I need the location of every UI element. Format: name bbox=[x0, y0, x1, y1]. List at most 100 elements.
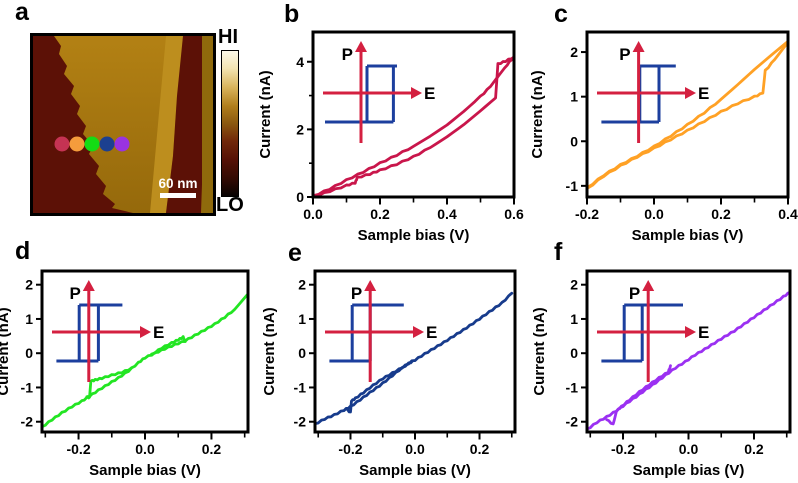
y-axis-title: Current (nA) bbox=[257, 70, 274, 158]
inset-p-arrowhead-icon bbox=[82, 280, 95, 291]
y-tick-label: 2 bbox=[570, 44, 578, 60]
x-tick-label: -0.2 bbox=[611, 441, 635, 457]
panel-label-d: d bbox=[15, 237, 31, 265]
dark-terrace-left bbox=[33, 36, 133, 213]
y-tick-label: -1 bbox=[566, 379, 579, 395]
y-tick-label: 0 bbox=[298, 345, 306, 361]
x-axis-title: Sample bias (V) bbox=[358, 227, 470, 244]
afm-svg: 60 nm bbox=[33, 36, 213, 213]
inset-e-arrowhead-icon bbox=[685, 87, 696, 99]
inset-e-arrowhead-icon bbox=[413, 326, 424, 338]
y-tick-label: 2 bbox=[570, 277, 578, 293]
chart-d: -0.2 0.0 0.2 -2 -1 0 1 2 Sample bias (V) Current … bbox=[0, 263, 260, 483]
probe-dot-red bbox=[54, 136, 70, 152]
y-tick-label: -2 bbox=[294, 414, 307, 430]
inset-p-label: P bbox=[629, 284, 640, 303]
pe-inset: PE bbox=[325, 280, 437, 382]
curve-forward_sweep bbox=[311, 55, 516, 198]
chart-svg-b: 0.0 0.2 0.4 0.6 0 2 4 Sample bias (V) Current (n… bbox=[257, 30, 524, 244]
inset-e-label: E bbox=[698, 84, 709, 103]
y-tick-label: -2 bbox=[21, 414, 34, 430]
curve-forward_sweep bbox=[585, 40, 790, 190]
colorbar-hi-label: HI bbox=[218, 26, 238, 48]
chart-e: -0.2 0.0 0.2 -2 -1 0 1 2 Sample bias (V) Current … bbox=[257, 263, 527, 483]
inset-p-arrowhead-icon bbox=[632, 41, 645, 52]
x-tick-label: 0.2 bbox=[744, 441, 764, 457]
y-tick-label: 2 bbox=[298, 277, 306, 293]
colorbar-gradient bbox=[222, 51, 238, 196]
plot-frame bbox=[585, 269, 792, 434]
scalebar-label: 60 nm bbox=[158, 176, 197, 191]
x-tick-label: 0.4 bbox=[778, 206, 798, 222]
y-tick-label: 1 bbox=[25, 311, 33, 327]
x-tick-label: 0.6 bbox=[504, 206, 524, 222]
curve-reverse_sweep bbox=[311, 55, 516, 198]
x-tick-label: 0.0 bbox=[303, 206, 323, 222]
y-tick-label: -1 bbox=[294, 379, 307, 395]
curve-switching_branch bbox=[605, 364, 672, 426]
inset-e-label: E bbox=[424, 84, 435, 103]
x-axis-title: Sample bias (V) bbox=[632, 227, 744, 244]
y-axis-title: Current (nA) bbox=[0, 307, 12, 395]
chart-f: -0.2 0.0 0.2 -2 -1 0 1 2 Sample bias (V) Current … bbox=[529, 263, 798, 483]
plot-frame bbox=[585, 30, 790, 199]
inset-e-label: E bbox=[426, 323, 437, 342]
chart-svg-f: -0.2 0.0 0.2 -2 -1 0 1 2 Sample bias (V) Current … bbox=[531, 269, 792, 479]
panel-label-f: f bbox=[554, 238, 563, 266]
afm-image: 60 nm bbox=[30, 33, 216, 216]
light-terrace-wedge bbox=[150, 36, 183, 213]
curve-switching_branch bbox=[344, 359, 414, 414]
probe-dot-green bbox=[84, 136, 100, 152]
probe-dot-navy bbox=[99, 136, 115, 152]
panel-label-e: e bbox=[288, 239, 302, 267]
y-axis-title: Current (nA) bbox=[529, 70, 546, 158]
y-tick-label: 1 bbox=[570, 311, 578, 327]
y-tick-label: -2 bbox=[566, 414, 579, 430]
x-tick-label: 0.0 bbox=[405, 441, 425, 457]
y-tick-label: 1 bbox=[570, 89, 578, 105]
plot-frame bbox=[311, 30, 516, 199]
panel-label-c: c bbox=[554, 0, 568, 28]
y-axis-title: Current (nA) bbox=[261, 307, 278, 395]
chart-b: 0.0 0.2 0.4 0.6 0 2 4 Sample bias (V) Current (n… bbox=[255, 24, 526, 249]
y-tick-label: 4 bbox=[296, 54, 304, 70]
plot-frame bbox=[40, 269, 250, 434]
right-edge-terrace bbox=[202, 36, 213, 213]
inset-e-label: E bbox=[698, 323, 709, 342]
y-tick-label: 0 bbox=[570, 345, 578, 361]
panel-label-b: b bbox=[284, 0, 300, 28]
curve-switching_branch_negative bbox=[85, 366, 134, 400]
y-tick-label: -1 bbox=[21, 379, 34, 395]
pe-inset: PE bbox=[597, 41, 709, 143]
x-tick-label: -0.2 bbox=[66, 441, 90, 457]
y-tick-label: 0 bbox=[25, 345, 33, 361]
x-tick-label: 0.2 bbox=[370, 206, 390, 222]
curve-switching_branch_positive bbox=[150, 335, 187, 356]
chart-svg-e: -0.2 0.0 0.2 -2 -1 0 1 2 Sample bias (V) Current … bbox=[261, 269, 517, 479]
inset-e-arrowhead-icon bbox=[685, 326, 696, 338]
colorbar-lo-label: LO bbox=[216, 194, 244, 216]
y-tick-label: 1 bbox=[298, 311, 306, 327]
x-tick-label: 0.0 bbox=[679, 441, 699, 457]
inset-p-label: P bbox=[351, 284, 362, 303]
inset-p-arrowhead-icon bbox=[364, 280, 377, 291]
inset-p-label: P bbox=[619, 45, 630, 64]
x-tick-label: 0.2 bbox=[470, 441, 490, 457]
x-tick-label: -0.2 bbox=[338, 441, 362, 457]
x-tick-label: -0.2 bbox=[575, 206, 599, 222]
inset-p-label: P bbox=[69, 284, 80, 303]
pe-inset: PE bbox=[323, 41, 435, 143]
probe-dot-orange bbox=[69, 136, 85, 152]
y-tick-label: 2 bbox=[25, 277, 33, 293]
scalebar bbox=[160, 193, 196, 198]
x-axis-title: Sample bias (V) bbox=[89, 462, 201, 479]
y-axis-title: Current (nA) bbox=[531, 307, 548, 395]
y-tick-label: 0 bbox=[296, 189, 304, 205]
pe-inset: PE bbox=[597, 280, 709, 382]
curve-reverse_sweep bbox=[585, 39, 790, 189]
probe-dot-purple bbox=[114, 136, 130, 152]
panel-label-a: a bbox=[15, 0, 29, 26]
curve-main_loop bbox=[313, 291, 514, 425]
y-tick-label: 2 bbox=[296, 121, 304, 137]
